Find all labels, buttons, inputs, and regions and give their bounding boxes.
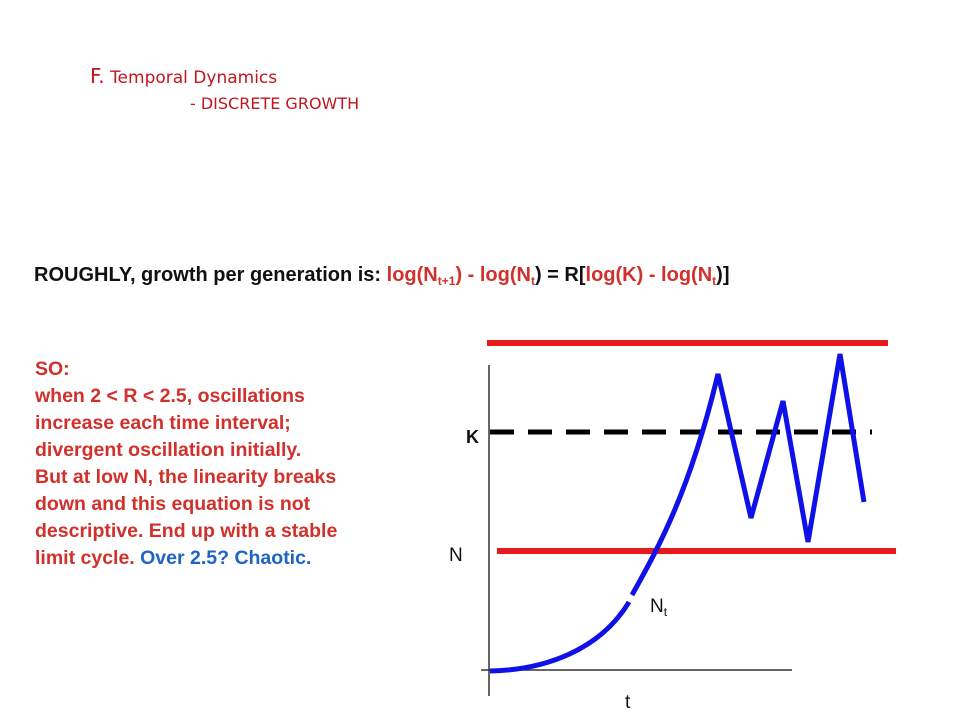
growth-equation: ROUGHLY, growth per generation is: log(N…	[34, 264, 729, 287]
explanation-line: divergent oscillation initially.	[35, 439, 302, 461]
explanation-line: But at low N, the linearity breaks	[35, 466, 337, 488]
explanation-line: SO:	[35, 358, 70, 380]
n-label: N	[449, 545, 463, 566]
chaotic-note: Over 2.5? Chaotic.	[140, 547, 312, 569]
explanation-line: descriptive. End up with a stable	[35, 520, 338, 542]
nt-label: Nt	[650, 596, 668, 619]
equation-rhs: log(K) - log(Nt	[585, 264, 717, 288]
population-curve-upper	[629, 353, 867, 597]
population-curve-lower	[489, 600, 632, 674]
k-label: K	[466, 427, 479, 447]
explanation-last-line: limit cycle. Over 2.5? Chaotic.	[35, 547, 312, 569]
equation-lead: ROUGHLY, growth per generation is:	[34, 264, 382, 286]
t-axis-label: t	[625, 692, 631, 713]
explanation-text: SO: when 2 < R < 2.5, oscillations incre…	[35, 356, 435, 572]
slide-title: F. Temporal Dynamics	[90, 64, 277, 88]
equation-lhs: log(Nt+1) - log(Nt	[386, 264, 535, 288]
explanation-line: when 2 < R < 2.5, oscillations	[35, 385, 305, 407]
title-letter: F.	[90, 64, 105, 88]
equation-close: )]	[716, 264, 730, 286]
explanation-line: down and this equation is not	[35, 493, 311, 515]
title-main: Temporal Dynamics	[110, 68, 278, 88]
equation-equals: ) = R[	[534, 264, 586, 286]
slide-subtitle: - DISCRETE GROWTH	[190, 94, 360, 113]
explanation-line: increase each time interval;	[35, 412, 291, 434]
